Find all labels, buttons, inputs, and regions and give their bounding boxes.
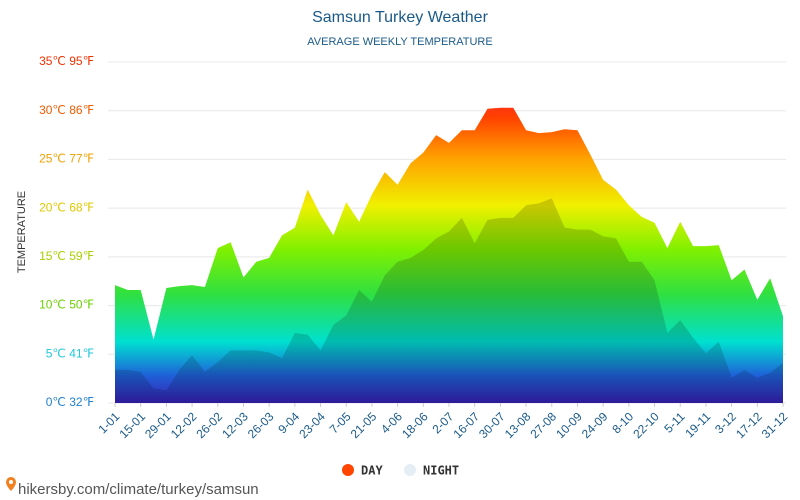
y-tick-label: 10℃ 50℉	[39, 298, 94, 312]
y-tick-label: 35℃ 95℉	[39, 54, 94, 68]
x-tick-label: 18-06	[399, 409, 431, 441]
x-tick-label: 23-04	[296, 409, 328, 441]
x-tick-label: 17-12	[733, 409, 765, 441]
area-night	[115, 198, 783, 403]
chart-title: Samsun Turkey Weather	[312, 9, 488, 26]
legend-label: NIGHT	[423, 464, 459, 478]
x-tick-label: 19-11	[682, 409, 713, 440]
y-tick-label: 30℃ 86℉	[39, 103, 94, 117]
y-tick-label: 15℃ 59℉	[39, 249, 94, 263]
x-tick-label: 22-10	[630, 409, 662, 441]
x-tick-label: 27-08	[528, 409, 560, 441]
legend-label: DAY	[361, 464, 383, 478]
x-tick-label: 15-01	[116, 409, 148, 441]
x-tick-label: 12-03	[219, 409, 251, 441]
x-tick-label: 21-05	[348, 409, 380, 441]
x-tick-label: 31-12	[759, 409, 791, 441]
pin-hole	[9, 480, 13, 484]
x-tick-label: 24-09	[579, 409, 611, 441]
y-axis-label: TEMPERATURE	[16, 191, 28, 273]
legend-swatch	[342, 464, 354, 476]
x-tick-label: 26-03	[245, 409, 277, 441]
x-tick-label: 13-08	[502, 409, 534, 441]
y-tick-label: 5℃ 41℉	[46, 346, 94, 360]
x-tick-label: 26-02	[194, 409, 226, 441]
y-tick-label: 25℃ 77℉	[39, 152, 94, 166]
y-tick-label: 20℃ 68℉	[39, 200, 94, 214]
x-tick-label: 30-07	[476, 409, 508, 441]
y-tick-label: 0℃ 32℉	[46, 395, 94, 409]
x-tick-label: 29-01	[142, 409, 174, 441]
source: hikersby.com/climate/turkey/samsun	[18, 481, 259, 498]
x-tick-label: 10-09	[553, 409, 585, 441]
chart-subtitle: AVERAGE WEEKLY TEMPERATURE	[307, 36, 492, 48]
legend-swatch	[404, 464, 416, 476]
x-tick-label: 16-07	[450, 409, 482, 441]
x-tick-label: 12-02	[168, 409, 200, 441]
